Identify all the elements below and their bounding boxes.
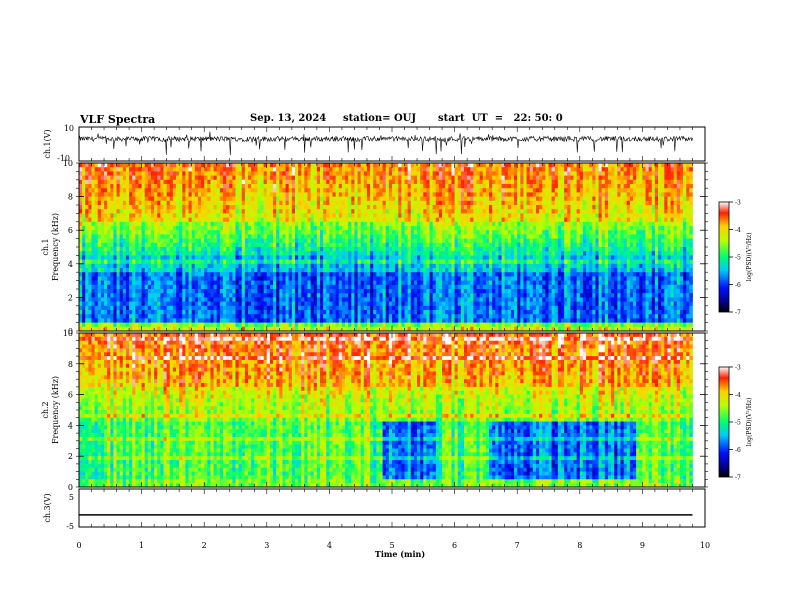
date-label: Sep. 13, 2024 [250,113,327,124]
ch2-spectrogram-image [79,333,693,488]
freq-tick-label: 0 [68,327,73,336]
ch1-spec-channel-label: ch.1 [41,238,50,255]
ch2-freq-ticks: 0 2 4 6 8 10 [63,329,708,492]
ch1-spectrogram-panel: 0 2 4 6 8 10 ch.1 Frequency (kHz) [41,159,708,336]
time-tick-label: 5 [389,541,394,550]
ch2-spec-channel-label: ch.2 [41,401,50,418]
time-tick-label: 2 [202,541,207,550]
freq-tick-label: 2 [68,452,73,461]
freq-tick-label: 10 [63,159,73,168]
freq-tick-label: 0 [68,483,73,492]
ch1-freq-ticks: 0 2 4 6 8 10 [63,159,708,336]
ch1-ytick-bottom: -10 [57,154,70,163]
freq-tick-label: 6 [68,391,73,400]
time-tick-label: 7 [515,541,520,550]
ch1-spectrogram-image [79,163,693,332]
colorbar-tick-label: -4 [735,227,741,234]
time-tick-label: 8 [577,541,582,550]
colorbar-tick-label: -7 [735,310,741,317]
freq-tick-label: 2 [68,293,73,302]
ch1-waveform-trace [78,131,693,156]
ch3-ytick-top: 5 [69,493,74,502]
chart-title: VLF Spectra [80,113,156,126]
ch2-colorbar-ticks: -3 -4 -5 -6 -7 [729,365,741,482]
time-tick-label: 3 [264,541,269,550]
ch3-panel-ticks [78,489,706,527]
ch1-colorbar: -3 -4 -5 -6 -7 log(PSD)(V²/Hz) [718,200,753,317]
time-tick-label: 1 [139,541,144,550]
colorbar-tick-label: -4 [735,392,741,399]
ch2-spec-ylabel: Frequency (kHz) [51,376,60,444]
station-label: station= OUJ [343,113,417,124]
freq-tick-label: 10 [63,329,73,338]
start-time-label: start UT = 22: 50: 0 [438,113,563,124]
time-tick-label: 10 [700,541,710,550]
ch1-spec-ylabel: Frequency (kHz) [51,213,60,281]
time-tick-label: 6 [452,541,457,550]
ch1-colorbar-label: log(PSD)(V²/Hz) [746,233,753,282]
colorbar-tick-label: -3 [735,200,741,207]
colorbar-tick-label: -5 [735,420,741,427]
freq-tick-label: 8 [68,193,73,202]
colorbar-tick-label: -6 [735,447,741,454]
time-tick-label: 4 [327,541,332,550]
ch2-spectrogram-panel: 0 2 4 6 8 10 ch.2 Frequency (kHz) [41,329,708,492]
ch3-ylabel: ch.3(V) [43,493,52,522]
colorbar-tick-label: -7 [735,475,741,482]
time-tick-label: 9 [640,541,645,550]
ch2-colorbar: -3 -4 -5 -6 -7 log(PSD)(V²/Hz) [718,365,753,482]
ch1-colorbar-ticks: -3 -4 -5 -6 -7 [729,200,741,317]
freq-tick-label: 4 [68,421,73,430]
ch2-colorbar-label: log(PSD)(V²/Hz) [746,398,753,447]
ch1-ylabel: ch.1(V) [43,129,52,158]
ch2-spec-ticks [78,333,706,487]
ch1-ytick-top: 10 [64,124,74,133]
colorbar-tick-label: -3 [735,365,741,372]
ch3-waveform-panel: 5 -5 ch.3(V) [43,488,706,531]
freq-tick-label: 8 [68,360,73,369]
freq-tick-label: 4 [68,260,73,269]
colorbar-tick-label: -5 [735,255,741,262]
time-axis: 0 1 2 3 4 5 6 7 8 9 10 [76,541,710,550]
colorbar-tick-label: -6 [735,282,741,289]
x-axis-label: Time (min) [375,549,425,559]
freq-tick-label: 6 [68,226,73,235]
ch1-waveform-panel: 10 -10 ch.1(V) [43,124,706,163]
time-tick-label: 0 [76,541,81,550]
ch1-panel-ticks [78,127,706,161]
ch3-ytick-bottom: -5 [66,522,74,531]
ch1-spec-ticks [78,163,706,331]
